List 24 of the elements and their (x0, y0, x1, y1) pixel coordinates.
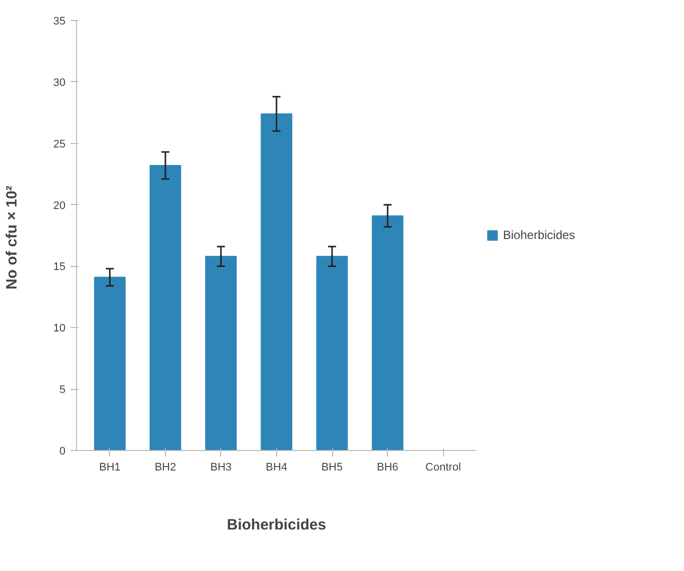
bar (94, 276, 126, 450)
bar (372, 215, 404, 450)
y-tick-label: 25 (53, 138, 66, 150)
x-tick-label: BH3 (210, 462, 232, 474)
y-tick-label: 35 (53, 16, 66, 28)
x-tick-label: BH4 (266, 462, 288, 474)
y-tick-label: 10 (53, 322, 66, 335)
x-tick-label: BH6 (376, 462, 398, 474)
y-tick-label: 5 (59, 384, 66, 396)
bar (260, 113, 292, 450)
bar (150, 164, 182, 450)
x-tick-label: Control (425, 462, 461, 474)
bar (205, 256, 237, 450)
bar (316, 256, 348, 450)
y-tick-label: 0 (59, 446, 66, 458)
x-tick-label: BH5 (321, 462, 343, 474)
y-tick-label: 20 (53, 200, 66, 212)
y-tick-label: 15 (53, 261, 66, 274)
y-tick-label: 30 (53, 76, 66, 89)
legend-label: Bioherbicides (503, 228, 576, 242)
y-axis-title: No of cfu × 10² (3, 186, 20, 290)
x-axis-title: Bioherbicides (226, 516, 326, 534)
x-tick-label: BH1 (99, 462, 121, 474)
x-tick-label: BH2 (154, 462, 176, 474)
